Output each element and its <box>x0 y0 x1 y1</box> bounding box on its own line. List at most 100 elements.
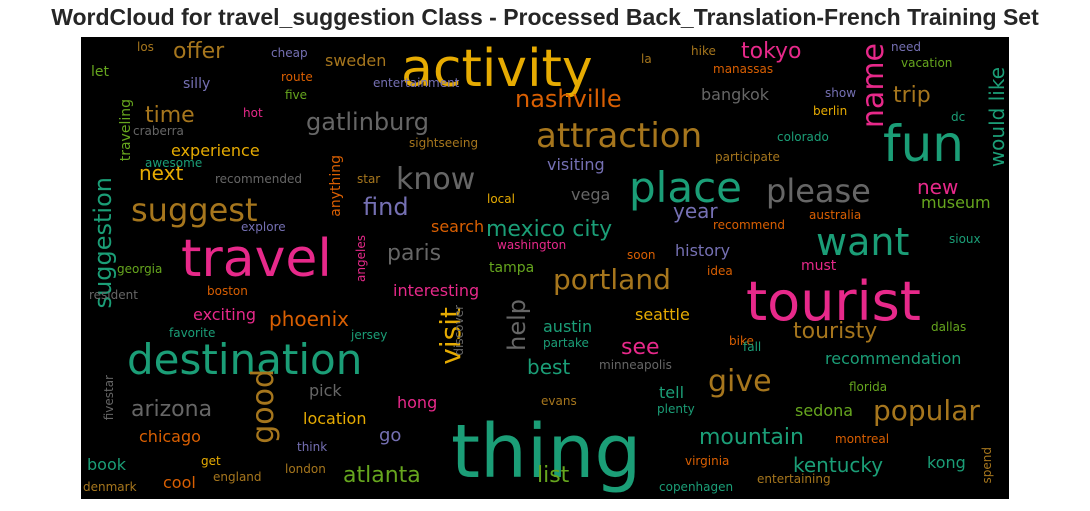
cloud-word: arizona <box>131 397 213 422</box>
cloud-word: popular <box>873 394 980 427</box>
cloud-word: seattle <box>635 305 690 324</box>
cloud-word: would like <box>985 67 1009 168</box>
cloud-word: montreal <box>835 432 890 446</box>
cloud-word: thing <box>451 409 642 495</box>
cloud-word: route <box>281 70 313 84</box>
cloud-word: virginia <box>685 454 730 468</box>
cloud-word: manassas <box>713 62 774 76</box>
cloud-word: phoenix <box>269 307 349 331</box>
cloud-word: idea <box>707 264 733 278</box>
cloud-word: tourist <box>746 270 921 333</box>
cloud-word: berlin <box>813 104 848 118</box>
cloud-word: hike <box>691 44 716 58</box>
cloud-word: fall <box>743 340 762 354</box>
cloud-word: trip <box>893 83 931 108</box>
cloud-word: favorite <box>169 326 216 340</box>
cloud-word: plenty <box>657 402 695 416</box>
cloud-word: tell <box>659 383 685 402</box>
chart-title: WordCloud for travel_suggestion Class - … <box>51 4 1039 30</box>
cloud-word: gatlinburg <box>306 108 430 136</box>
cloud-word: give <box>708 364 772 399</box>
cloud-word: list <box>537 463 570 488</box>
cloud-word: explore <box>241 220 286 234</box>
cloud-word: suggest <box>131 191 258 229</box>
cloud-word: activity <box>401 39 593 99</box>
cloud-word: pick <box>309 381 342 400</box>
cloud-word: go <box>379 425 402 446</box>
cloud-word: star <box>357 172 381 186</box>
cloud-word: visiting <box>547 155 605 174</box>
cloud-word: la <box>641 52 652 66</box>
cloud-word: book <box>87 455 126 474</box>
cloud-word: fun <box>883 115 964 173</box>
cloud-word: participate <box>715 150 780 164</box>
cloud-word: experience <box>171 141 260 160</box>
cloud-word: vacation <box>901 56 953 70</box>
cloud-word: best <box>527 355 571 379</box>
cloud-word: interesting <box>393 281 480 300</box>
cloud-word: entertainment <box>373 76 460 90</box>
cloud-word: angeles <box>354 235 368 282</box>
cloud-word: entertaining <box>757 472 831 486</box>
cloud-word: name <box>856 43 891 129</box>
cloud-word: jersey <box>351 328 388 342</box>
cloud-word: florida <box>849 380 888 394</box>
cloud-word: dc <box>951 110 966 124</box>
cloud-word: attraction <box>536 116 703 156</box>
cloud-word: exciting <box>193 305 257 324</box>
cloud-word: traveling <box>118 99 134 162</box>
cloud-word: let <box>91 64 109 80</box>
cloud-word: partake <box>543 336 589 350</box>
cloud-word: silly <box>183 76 211 92</box>
cloud-word: fivestar <box>102 375 116 421</box>
cloud-word: kentucky <box>793 453 884 477</box>
cloud-word: new <box>917 175 959 199</box>
cloud-word: travel <box>181 229 332 289</box>
cloud-word: want <box>816 220 910 264</box>
cloud-word: awesome <box>145 156 203 170</box>
cloud-word: place <box>629 163 742 212</box>
cloud-word: hot <box>243 106 263 120</box>
cloud-word: craberra <box>133 124 184 138</box>
cloud-word: local <box>487 192 515 206</box>
cloud-word: think <box>297 440 328 454</box>
cloud-word: tampa <box>489 260 535 276</box>
cloud-word: england <box>213 470 262 484</box>
cloud-word: museum <box>921 193 991 212</box>
cloud-word: good <box>246 369 281 444</box>
cloud-word: resident <box>89 288 138 302</box>
cloud-word: offer <box>173 39 225 64</box>
cloud-word: chicago <box>139 427 201 446</box>
cloud-word: see <box>621 335 660 360</box>
cloud-word: hong <box>397 393 438 412</box>
cloud-word: austin <box>543 317 593 336</box>
cloud-word: discover <box>452 305 466 356</box>
cloud-word: year <box>673 199 718 223</box>
cloud-word: nashville <box>515 85 622 113</box>
cloud-word: know <box>396 162 476 197</box>
cloud-word: colorado <box>777 130 829 144</box>
cloud-word: sightseeing <box>409 136 479 150</box>
cloud-word: evans <box>541 394 577 408</box>
cloud-word: find <box>363 193 409 221</box>
cloud-word: georgia <box>117 262 163 276</box>
word-cloud: thing tourist travel activity destination fun… <box>81 37 1009 499</box>
cloud-word: bangkok <box>701 85 770 104</box>
cloud-word: sweden <box>325 51 387 70</box>
cloud-word: spend <box>980 447 994 484</box>
cloud-word: must <box>801 258 837 274</box>
cloud-word: touristy <box>793 319 878 344</box>
cloud-word: denmark <box>83 480 137 494</box>
cloud-word: help <box>503 299 531 351</box>
cloud-word: australia <box>809 208 862 222</box>
cloud-word: recommended <box>215 172 302 186</box>
cloud-word: location <box>303 409 367 428</box>
cloud-word: portland <box>553 263 671 296</box>
cloud-word: need <box>891 40 921 54</box>
cloud-word: sioux <box>949 232 981 246</box>
cloud-word: london <box>285 462 326 476</box>
cloud-word: get <box>201 454 221 468</box>
cloud-word: time <box>145 103 195 128</box>
cloud-word: destination <box>127 335 363 384</box>
cloud-word: dallas <box>931 320 967 334</box>
